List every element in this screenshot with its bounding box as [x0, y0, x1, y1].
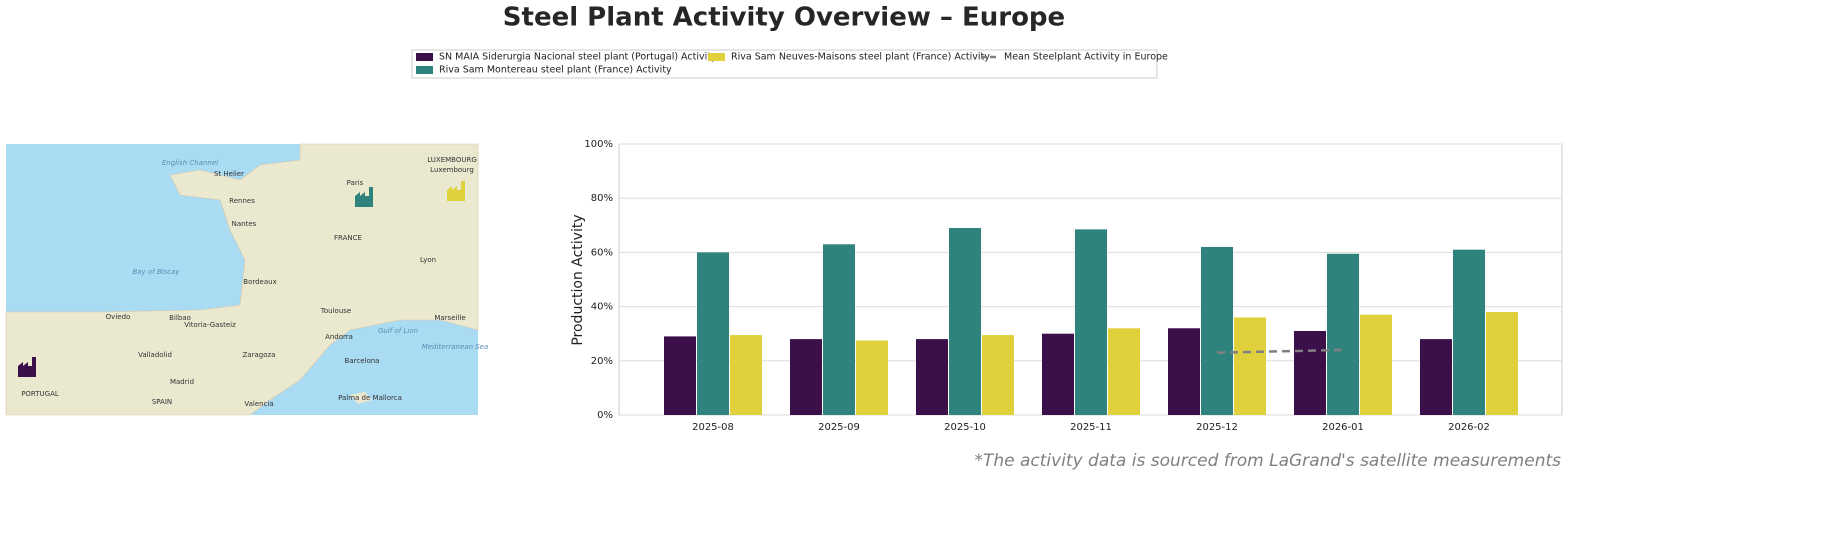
map-label: Gulf of Lion — [378, 327, 418, 335]
bar — [1075, 229, 1107, 415]
footnote: *The activity data is sourced from LaGra… — [974, 451, 1561, 471]
y-tick-label: 0% — [597, 410, 613, 421]
bar — [916, 339, 948, 415]
map-land — [5, 143, 479, 416]
legend-swatch — [416, 53, 433, 61]
legend-label: Mean Steelplant Activity in Europe — [1004, 52, 1168, 63]
bar — [730, 335, 762, 415]
bar — [1168, 328, 1200, 415]
map-label: Lyon — [420, 256, 436, 264]
bar — [856, 340, 888, 415]
map-label: PORTUGAL — [21, 390, 59, 398]
bar — [949, 228, 981, 415]
map-label: Zaragoza — [243, 351, 276, 359]
y-axis-label: Production Activity — [570, 214, 586, 345]
mean-line — [1216, 348, 1344, 354]
x-tick-label: 2025-08 — [692, 422, 734, 433]
map-label: FRANCE — [334, 234, 362, 242]
map-label: Paris — [347, 179, 364, 187]
bar — [1234, 317, 1266, 415]
legend-swatch — [708, 53, 725, 61]
bar — [823, 244, 855, 415]
bar — [1108, 328, 1140, 415]
bar — [1360, 314, 1392, 415]
map-label: Barcelona — [345, 357, 380, 365]
bar — [1042, 333, 1074, 415]
bar — [1327, 253, 1359, 415]
map-label: Oviedo — [106, 313, 131, 321]
bar — [1453, 249, 1485, 415]
legend-box — [411, 49, 1158, 79]
bar — [1294, 330, 1326, 415]
legend-swatch — [416, 66, 433, 74]
x-tick-label: 2025-12 — [1196, 422, 1238, 433]
legend-label: Riva Sam Neuves-Maisons steel plant (Fra… — [731, 52, 990, 63]
map-label: Bordeaux — [243, 278, 276, 286]
map: English Channel St Helier Paris Rennes Nante… — [5, 143, 489, 416]
plant-icon — [447, 181, 465, 201]
legend-label: Riva Sam Montereau steel plant (France) … — [439, 65, 672, 76]
map-label: Nantes — [232, 220, 257, 228]
bar — [697, 252, 729, 415]
map-label: Mediterranean Sea — [422, 343, 489, 351]
map-label: St Helier — [214, 170, 244, 178]
map-label: Valladolid — [138, 351, 172, 359]
x-tick-label: 2025-10 — [944, 422, 986, 433]
x-tick-label: 2026-02 — [1448, 422, 1490, 433]
map-label: Madrid — [170, 378, 194, 386]
map-label: English Channel — [162, 159, 218, 167]
x-tick-label: 2026-01 — [1322, 422, 1364, 433]
map-label: Bay of Biscay — [132, 268, 180, 276]
plant-icon — [355, 187, 373, 207]
y-tick-label: 100% — [584, 139, 613, 150]
legend-label: SN MAIA Siderurgia Nacional steel plant … — [439, 52, 717, 63]
chart-title: Steel Plant Activity Overview – Europe — [503, 3, 1065, 33]
y-tick-label: 40% — [591, 302, 613, 313]
bar — [790, 339, 822, 415]
bar — [1420, 339, 1452, 415]
bar — [982, 335, 1014, 415]
map-label: Bilbao — [169, 314, 191, 322]
bar — [1201, 246, 1233, 415]
plant-icon — [18, 357, 36, 377]
map-label: Rennes — [229, 197, 255, 205]
x-tick-label: 2025-09 — [818, 422, 860, 433]
map-label: Valencia — [244, 400, 273, 408]
x-tick-label: 2025-11 — [1070, 422, 1112, 433]
map-label: SPAIN — [152, 398, 172, 406]
map-label: Luxembourg — [430, 166, 474, 174]
map-label: Toulouse — [320, 307, 351, 315]
y-tick-label: 20% — [591, 356, 613, 367]
bar — [664, 336, 696, 415]
y-tick-label: 60% — [591, 247, 613, 258]
map-label: LUXEMBOURG — [427, 156, 477, 164]
map-label: Marseille — [434, 314, 465, 322]
y-tick-label: 80% — [591, 193, 613, 204]
map-label: Palma de Mallorca — [338, 394, 402, 402]
map-label: Andorra — [325, 333, 353, 341]
map-label: Vitoria-Gasteiz — [184, 321, 236, 329]
bar — [1486, 312, 1518, 415]
map-island — [350, 392, 372, 404]
